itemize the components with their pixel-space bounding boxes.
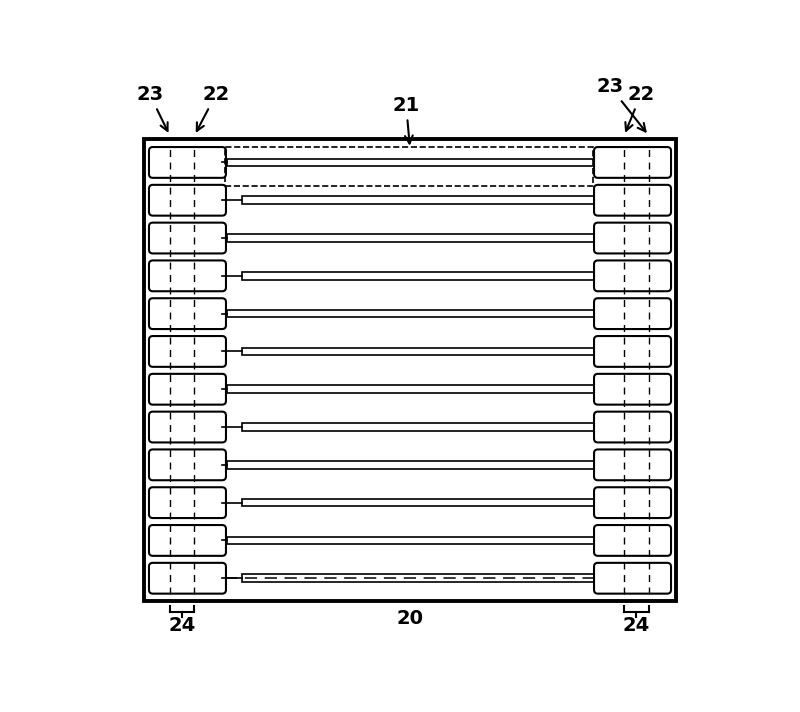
Bar	[242, 272, 598, 280]
Bar	[226, 461, 598, 468]
FancyBboxPatch shape	[149, 298, 226, 329]
Text: 23: 23	[597, 77, 646, 132]
FancyBboxPatch shape	[594, 563, 671, 594]
Text: 21: 21	[393, 95, 420, 144]
FancyBboxPatch shape	[594, 298, 671, 329]
FancyBboxPatch shape	[149, 261, 226, 291]
Bar	[242, 347, 598, 355]
FancyBboxPatch shape	[149, 525, 226, 556]
FancyBboxPatch shape	[594, 147, 671, 178]
FancyBboxPatch shape	[594, 449, 671, 480]
Bar	[226, 537, 598, 544]
FancyBboxPatch shape	[149, 374, 226, 404]
FancyBboxPatch shape	[149, 185, 226, 216]
FancyBboxPatch shape	[594, 525, 671, 556]
Bar	[242, 575, 598, 582]
Text: 22: 22	[197, 85, 230, 131]
Bar	[242, 423, 598, 431]
Bar	[144, 140, 676, 602]
Bar	[226, 310, 598, 318]
Text: 22: 22	[626, 85, 654, 131]
FancyBboxPatch shape	[149, 487, 226, 518]
FancyBboxPatch shape	[594, 374, 671, 404]
Bar	[226, 147, 594, 186]
FancyBboxPatch shape	[594, 261, 671, 291]
FancyBboxPatch shape	[149, 563, 226, 594]
FancyBboxPatch shape	[149, 147, 226, 178]
Bar	[242, 197, 598, 204]
FancyBboxPatch shape	[594, 223, 671, 253]
Text: 24: 24	[622, 617, 650, 636]
FancyBboxPatch shape	[149, 449, 226, 480]
Bar	[242, 499, 598, 506]
Text: 23: 23	[136, 85, 168, 131]
FancyBboxPatch shape	[149, 412, 226, 442]
Bar	[226, 385, 598, 393]
FancyBboxPatch shape	[594, 336, 671, 367]
FancyBboxPatch shape	[594, 412, 671, 442]
Text: 24: 24	[169, 617, 196, 636]
Bar	[226, 234, 598, 242]
Text: 20: 20	[397, 609, 423, 628]
Bar	[226, 159, 598, 167]
FancyBboxPatch shape	[149, 223, 226, 253]
FancyBboxPatch shape	[594, 487, 671, 518]
FancyBboxPatch shape	[594, 185, 671, 216]
FancyBboxPatch shape	[149, 336, 226, 367]
